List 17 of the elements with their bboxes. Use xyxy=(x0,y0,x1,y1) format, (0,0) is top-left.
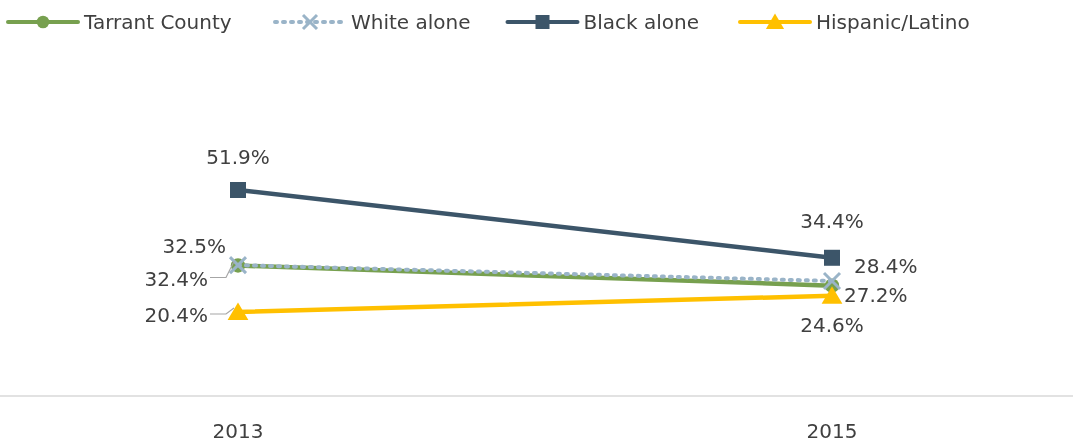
legend-label: Hispanic/Latino xyxy=(816,10,970,34)
legend-label: Tarrant County xyxy=(83,10,232,34)
point xyxy=(230,182,246,198)
data-label: 28.4% xyxy=(854,254,918,279)
data-label: 24.6% xyxy=(800,312,864,337)
point xyxy=(824,249,840,266)
data-label: 32.4% xyxy=(144,266,208,291)
data-label: 34.4% xyxy=(800,208,864,233)
x-tick-label: 2013 xyxy=(212,419,264,443)
data-label: 32.5% xyxy=(162,234,226,259)
data-label: 27.2% xyxy=(844,282,908,307)
point xyxy=(822,271,842,291)
data-label: 51.9% xyxy=(206,145,270,169)
legend-label: White alone xyxy=(351,10,471,34)
x-tick-label: 2015 xyxy=(806,419,858,443)
legend-label: Black alone xyxy=(583,10,699,34)
data-label: 20.4% xyxy=(144,303,208,327)
